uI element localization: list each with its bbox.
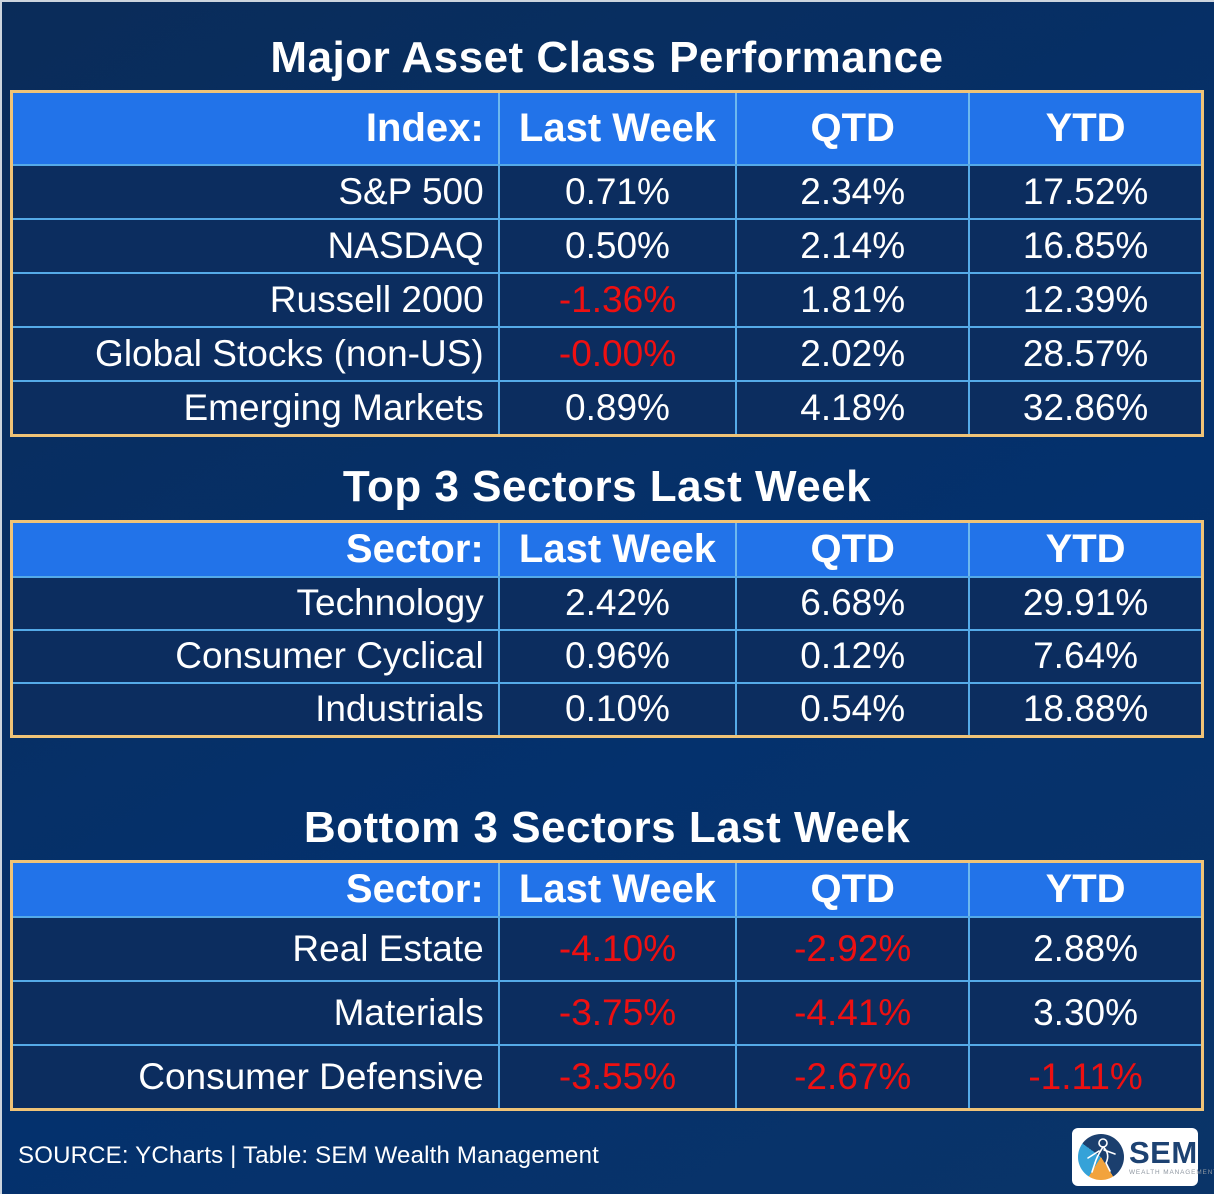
cell-value: 7.64% [968,630,1201,682]
cell-value: 0.96% [497,630,736,682]
sem-logo-subtext: WEALTH MANAGEMENT [1129,1168,1214,1176]
column-header-ytd: YTD [968,522,1201,576]
row-label: Consumer Defensive [138,1056,484,1098]
cell-value: 12.39% [968,274,1201,327]
table-row-industrials: Industrials 0.10% 0.54% 18.88% [13,681,1201,735]
top-sectors-table-title: Top 3 Sectors Last Week [342,462,872,512]
cell-value: 2.42% [497,577,736,629]
table-row-materials: Materials -3.75% -4.41% 3.30% [13,980,1201,1045]
row-label: Russell 2000 [269,279,484,321]
table-row-technology: Technology 2.42% 6.68% 29.91% [13,575,1201,629]
cell-value: 6.68% [735,577,968,629]
sem-pie-icon [1078,1134,1124,1180]
sem-logo: SEM WEALTH MANAGEMENT [1072,1128,1214,1186]
cell-value: -2.67% [735,1046,968,1109]
top-sectors-header-row: Sector: Last Week QTD YTD [13,522,1201,576]
column-header-ytd: YTD [968,93,1201,165]
table-row-consumer-defensive: Consumer Defensive -3.55% -2.67% -1.11% [13,1044,1201,1109]
row-label: NASDAQ [327,225,484,267]
cell-value: 2.88% [968,918,1201,981]
cell-value: -0.00% [497,328,736,381]
cell-value: 4.18% [735,382,968,435]
cell-value: 2.34% [735,166,968,219]
source-attribution: SOURCE: YCharts | Table: SEM Wealth Mana… [18,1142,600,1169]
row-label: Emerging Markets [183,387,484,429]
column-header-index: Index: [365,106,484,151]
column-header-ytd: YTD [968,863,1201,917]
column-header-qtd: QTD [735,522,968,576]
cell-value: 0.71% [497,166,736,219]
sem-logo-text-block: SEM WEALTH MANAGEMENT [1129,1135,1214,1176]
cell-value: -3.75% [497,982,736,1045]
top-sectors-table: Sector: Last Week QTD YTD Technology 2.4… [10,519,1204,738]
cell-value: 28.57% [968,328,1201,381]
asset-class-header-row: Index: Last Week QTD YTD [13,93,1201,165]
cell-value: 18.88% [968,683,1201,735]
cell-value: -4.10% [497,918,736,981]
column-header-sector: Sector: [345,526,484,571]
row-label: Consumer Cyclical [175,635,484,677]
bottom-sectors-header-row: Sector: Last Week QTD YTD [13,863,1201,917]
cell-value: 0.50% [497,220,736,273]
row-label: Global Stocks (non-US) [95,333,484,375]
row-label: Industrials [315,688,484,730]
bottom-sectors-table-title: Bottom 3 Sectors Last Week [303,802,911,852]
table-row-russell-2000: Russell 2000 -1.36% 1.81% 12.39% [13,272,1201,327]
bottom-sectors-table: Sector: Last Week QTD YTD Real Estate -4… [10,860,1204,1112]
cell-value: 1.81% [735,274,968,327]
table-row-real-estate: Real Estate -4.10% -2.92% 2.88% [13,916,1201,981]
cell-value: 32.86% [968,382,1201,435]
cell-value: -4.41% [735,982,968,1045]
column-header-qtd: QTD [735,93,968,165]
asset-class-table-title: Major Asset Class Performance [270,33,944,82]
cell-value: -2.92% [735,918,968,981]
cell-value: 0.12% [735,630,968,682]
row-label: Technology [296,582,484,624]
row-label: Real Estate [292,928,484,970]
cell-value: 17.52% [968,166,1201,219]
table-row-sp500: S&P 500 0.71% 2.34% 17.52% [13,164,1201,219]
column-header-sector: Sector: [345,867,484,912]
cell-value: 29.91% [968,577,1201,629]
sem-logo-wordmark: SEM [1129,1135,1198,1171]
column-header-qtd: QTD [735,863,968,917]
cell-value: 16.85% [968,220,1201,273]
cell-value: 0.54% [735,683,968,735]
cell-value: -1.36% [497,274,736,327]
person-figure-icon [1087,1138,1116,1173]
column-header-last-week: Last Week [497,93,736,165]
table-row-consumer-cyclical: Consumer Cyclical 0.96% 0.12% 7.64% [13,628,1201,682]
asset-class-table: Index: Last Week QTD YTD S&P 500 0.71% 2… [10,90,1204,438]
cell-value: 3.30% [968,982,1201,1045]
column-header-last-week: Last Week [497,522,736,576]
cell-value: 2.02% [735,328,968,381]
cell-value: -1.11% [968,1046,1201,1109]
row-label: S&P 500 [338,171,484,213]
table-row-global-stocks: Global Stocks (non-US) -0.00% 2.02% 28.5… [13,326,1201,381]
table-row-nasdaq: NASDAQ 0.50% 2.14% 16.85% [13,218,1201,273]
table-row-emerging-markets: Emerging Markets 0.89% 4.18% 32.86% [13,380,1201,435]
cell-value: -3.55% [497,1046,736,1109]
column-header-last-week: Last Week [497,863,736,917]
cell-value: 0.10% [497,683,736,735]
cell-value: 0.89% [497,382,736,435]
cell-value: 2.14% [735,220,968,273]
row-label: Materials [333,992,484,1034]
